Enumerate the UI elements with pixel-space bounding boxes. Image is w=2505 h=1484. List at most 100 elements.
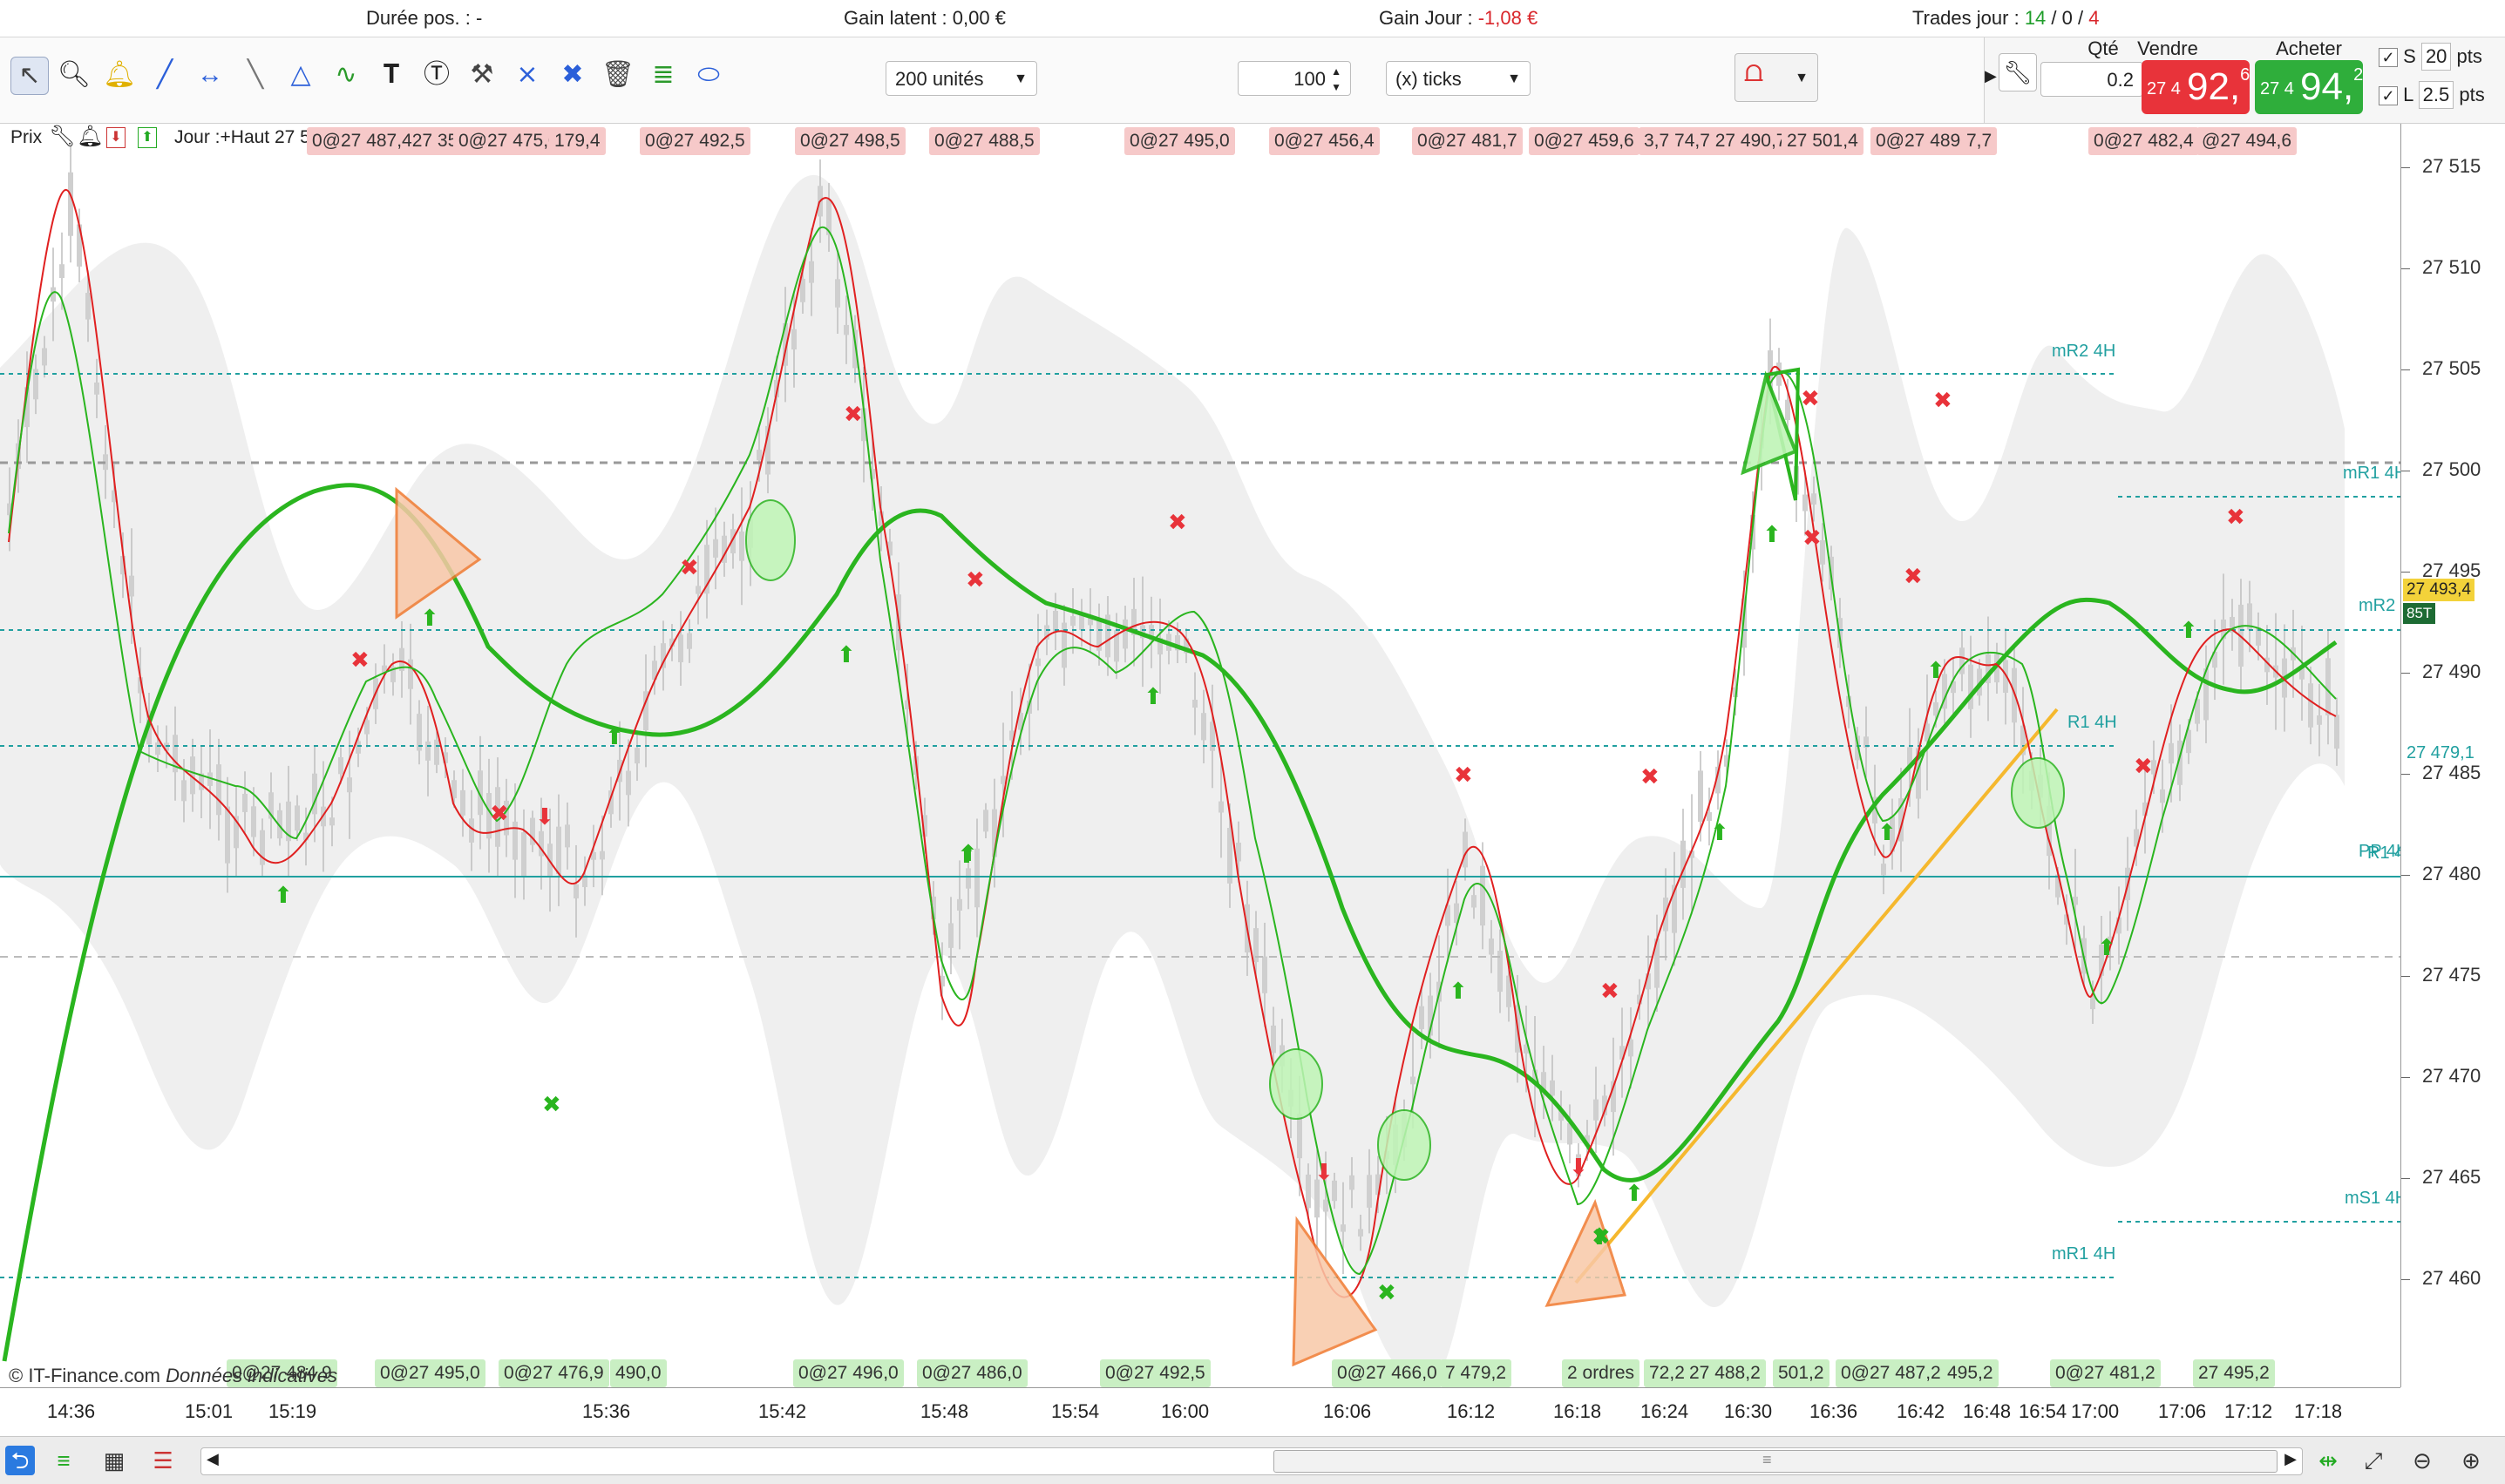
sell-exit-marker[interactable]: ✖: [490, 801, 509, 827]
buy-entry-marker[interactable]: ⬆: [959, 841, 978, 867]
sell-exit-marker[interactable]: ✖: [2134, 754, 2153, 780]
ellipse-drawing-2[interactable]: [1269, 1048, 1323, 1120]
limit-input[interactable]: 2.5: [2418, 81, 2454, 109]
sell-exit-marker[interactable]: ✖: [1904, 564, 1923, 590]
time-axis[interactable]: 14:36 15:01 15:19 15:36 15:42 15:48 15:54 16:00…: [0, 1387, 2400, 1435]
trend-line[interactable]: [1574, 708, 2059, 1284]
hand-move-icon[interactable]: ✖: [561, 60, 584, 89]
zoom-in-icon[interactable]: ⊕: [2461, 1447, 2481, 1474]
buy-button[interactable]: 27 4 94,2: [2255, 60, 2363, 114]
sell-trade-label[interactable]: 0@27 492,5: [640, 127, 750, 155]
buy-entry-marker[interactable]: ⬆: [1710, 820, 1729, 846]
sell-trade-label[interactable]: 0@27 459,6: [1529, 127, 1639, 155]
sell-entry-marker[interactable]: ⬇: [1569, 1155, 1588, 1181]
buy-trade-label[interactable]: 0@27 487,2: [1836, 1359, 1946, 1387]
tools-icon[interactable]: ⚒: [470, 60, 494, 89]
price-axis[interactable]: 27 515 27 510 27 505 27 500 27 495 27 490 27 4…: [2400, 124, 2505, 1387]
sell-trade-label[interactable]: 0@27 495,0: [1124, 127, 1235, 155]
triangle-drawing-1[interactable]: [395, 486, 482, 620]
buy-trade-label[interactable]: 7 479,2: [1440, 1359, 1512, 1387]
ellipse-icon[interactable]: ⬭: [697, 60, 720, 89]
buy-entry-marker[interactable]: ⬆: [274, 883, 293, 909]
ellipse-drawing-3[interactable]: [1377, 1109, 1431, 1181]
sell-button[interactable]: 27 4 92,6: [2142, 60, 2250, 114]
buy-trade-label[interactable]: 2 ordres: [1562, 1359, 1640, 1387]
scroll-left-icon[interactable]: ◀: [207, 1450, 219, 1467]
buy-trade-label[interactable]: 501,2: [1773, 1359, 1830, 1387]
sell-exit-marker[interactable]: ✖: [1801, 386, 1820, 412]
sell-trade-label[interactable]: 7,7: [1961, 127, 1998, 155]
buy-trade-label[interactable]: 0@27 495,0: [375, 1359, 485, 1387]
zoom-fit-icon[interactable]: ⤢: [2364, 1447, 2383, 1474]
wrench-icon[interactable]: 🔧︎: [1999, 53, 2037, 91]
sell-exit-marker[interactable]: ✖: [1600, 979, 1619, 1005]
buy-exit-marker[interactable]: ✖: [1377, 1280, 1396, 1306]
hline-icon[interactable]: ↔: [197, 60, 223, 89]
indicator-icon[interactable]: ≣: [652, 60, 675, 89]
chart-type-select[interactable]: ⩍ ▼: [1734, 53, 1818, 102]
sell-exit-marker[interactable]: ✖: [1933, 388, 1952, 414]
alert-bell-icon[interactable]: 🔔︎: [77, 125, 104, 148]
share-icon[interactable]: ⮌: [5, 1446, 35, 1475]
buy-trade-label[interactable]: 72,2: [1644, 1359, 1690, 1387]
buy-arrow-icon[interactable]: ⬆: [138, 127, 157, 148]
fast-ma-green[interactable]: [8, 226, 2337, 1276]
text-icon[interactable]: 𝐓: [383, 60, 400, 89]
triangle-drawing-2[interactable]: [1292, 1216, 1378, 1367]
buy-trade-label[interactable]: 495,2: [1942, 1359, 1999, 1387]
sell-trade-label[interactable]: 0@27 475,0: [453, 127, 564, 155]
price-chart[interactable]: ✖✖✖✖✖✖✖ ✖✖✖✖✖✖✖✖⬆⬆⬆⬆⬆⬆⬆⬆⬆⬆⬆⬆⬆⬆⬆⬆✖✖✖⬇⬇ ⬇: [0, 124, 2400, 1387]
ellipse-drawing-1[interactable]: [745, 499, 796, 581]
fibonacci-icon[interactable]: △: [290, 60, 311, 89]
buy-entry-marker[interactable]: ⬆: [1590, 1224, 1609, 1250]
overlap-trade-label[interactable]: 0@27 487,427 350: [307, 127, 473, 155]
ticks-input[interactable]: 100 ▲ ▼: [1238, 61, 1351, 96]
buy-trade-label[interactable]: 0@27 496,0: [793, 1359, 904, 1387]
buy-entry-marker[interactable]: ⬆: [605, 724, 624, 750]
wrench-icon[interactable]: 🔧︎: [49, 125, 76, 148]
sell-exit-marker[interactable]: ✖: [350, 647, 370, 674]
stop-input[interactable]: 20: [2420, 43, 2452, 71]
sell-trade-label[interactable]: 0@27 481,7: [1412, 127, 1523, 155]
limit-checkbox[interactable]: ✓: [2379, 86, 2398, 106]
ellipse-drawing-4[interactable]: [2011, 757, 2065, 829]
trash-icon[interactable]: 🗑︎: [601, 60, 635, 89]
line-icon[interactable]: ╱: [156, 60, 173, 89]
sell-exit-marker[interactable]: ✖: [680, 555, 699, 581]
sell-entry-marker[interactable]: ⬇: [535, 804, 554, 830]
buy-entry-marker[interactable]: ⬆: [1926, 658, 1945, 684]
buy-trade-label[interactable]: 27 495,2: [2193, 1359, 2275, 1387]
buy-entry-marker[interactable]: ⬆: [1449, 979, 1468, 1005]
sell-exit-marker[interactable]: ✖: [1168, 510, 1187, 536]
buy-trade-label[interactable]: 0@27 466,0: [1332, 1359, 1443, 1387]
buy-entry-marker[interactable]: ⬆: [2179, 618, 2198, 644]
sell-entry-marker[interactable]: ⬇: [1314, 1160, 1334, 1186]
sell-exit-marker[interactable]: ✖: [844, 402, 863, 428]
grid-icon[interactable]: ▦: [103, 1447, 126, 1474]
sell-exit-marker[interactable]: ✖: [1640, 764, 1660, 790]
buy-entry-marker[interactable]: ⬆: [837, 642, 856, 668]
sell-exit-marker[interactable]: ✖: [2226, 505, 2245, 531]
layers-icon[interactable]: ☰: [153, 1447, 173, 1474]
buy-entry-marker[interactable]: ⬆: [1877, 820, 1897, 846]
panel-expand-icon[interactable]: ▶: [1985, 67, 1997, 85]
buy-entry-marker[interactable]: ⬆: [420, 606, 439, 632]
buy-exit-marker[interactable]: ✖: [542, 1092, 561, 1118]
sell-exit-marker[interactable]: ✖: [1802, 525, 1822, 552]
comment-icon[interactable]: Ⓣ: [424, 60, 450, 89]
zoom-out-icon[interactable]: ⊖: [2413, 1447, 2432, 1474]
buy-trade-label[interactable]: 0@27 492,5: [1100, 1359, 1211, 1387]
units-select[interactable]: 200 unités ▼: [886, 61, 1037, 96]
sell-arrow-icon[interactable]: ⬇: [106, 127, 126, 148]
chart-scrollbar[interactable]: ◀ ≡ ▶: [200, 1447, 2303, 1475]
sell-trade-label[interactable]: 179,4: [549, 127, 606, 155]
sell-trade-label[interactable]: @27 494,6: [2196, 127, 2298, 155]
buy-entry-marker[interactable]: ⬆: [1144, 684, 1163, 710]
sell-exit-marker[interactable]: ✖: [1454, 762, 1473, 789]
sell-trade-label[interactable]: 3,7 74,7 27 490,7: [1639, 127, 1792, 155]
sell-trade-label[interactable]: 0@27 498,5: [795, 127, 906, 155]
buy-trade-label[interactable]: 490,0: [610, 1359, 667, 1387]
ruler-icon[interactable]: ╲: [247, 60, 264, 89]
buy-trade-label[interactable]: 0@27 481,2: [2050, 1359, 2161, 1387]
buy-trade-label[interactable]: 27 488,2: [1684, 1359, 1766, 1387]
